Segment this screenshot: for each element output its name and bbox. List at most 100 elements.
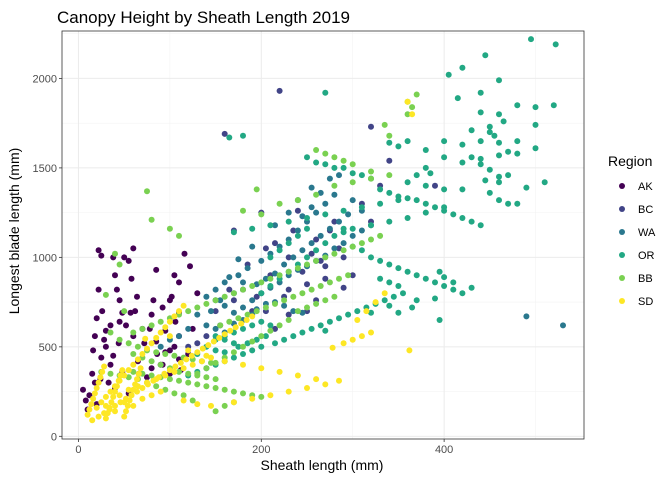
data-point <box>404 98 411 105</box>
data-point <box>110 352 117 359</box>
data-point <box>148 311 155 318</box>
data-point <box>322 200 329 207</box>
data-point <box>381 297 388 304</box>
data-point <box>326 225 333 232</box>
legend-items: AK BC WA OR BB SD <box>619 181 656 308</box>
data-point <box>336 315 342 322</box>
data-point <box>496 179 502 186</box>
data-point <box>212 408 219 415</box>
y-tick-label: 2000 <box>33 73 57 85</box>
data-point <box>349 243 356 250</box>
data-point <box>523 313 530 320</box>
data-point <box>208 308 214 315</box>
data-point <box>281 336 288 343</box>
data-point <box>477 222 484 229</box>
data-point <box>317 232 324 239</box>
data-point <box>137 365 144 372</box>
data-point <box>285 317 292 323</box>
data-point <box>340 284 347 291</box>
data-point <box>249 347 256 354</box>
data-point <box>139 385 146 391</box>
data-point <box>162 351 169 357</box>
data-point <box>153 266 160 273</box>
data-point <box>107 329 114 336</box>
data-point <box>130 361 137 368</box>
chart-title: Canopy Height by Sheath Length 2019 <box>57 8 350 27</box>
data-point <box>235 256 242 263</box>
data-point <box>285 240 292 247</box>
data-point <box>395 143 402 150</box>
data-point <box>313 300 320 307</box>
data-point <box>188 352 195 359</box>
data-point <box>294 372 301 379</box>
data-point <box>240 361 246 368</box>
data-point <box>181 250 188 257</box>
data-point <box>123 322 129 329</box>
data-point <box>130 245 137 252</box>
data-point <box>157 329 164 336</box>
data-point <box>317 322 324 329</box>
data-point <box>441 283 448 289</box>
data-point <box>157 318 164 325</box>
data-point <box>308 204 315 211</box>
data-point <box>142 335 149 342</box>
data-point <box>148 216 155 223</box>
data-point <box>386 261 393 268</box>
data-point <box>89 417 96 424</box>
data-point <box>240 351 246 357</box>
data-point <box>112 388 118 395</box>
y-axis-title: Longest blade length (mm) <box>6 148 22 315</box>
legend-swatch <box>619 206 625 212</box>
data-point <box>272 270 278 277</box>
data-point <box>386 218 393 225</box>
data-point <box>89 370 96 377</box>
data-point <box>258 279 265 286</box>
data-point <box>336 172 342 179</box>
data-point <box>496 139 502 146</box>
data-point <box>176 377 182 384</box>
data-point <box>125 386 132 393</box>
data-point <box>249 243 256 250</box>
data-point <box>185 325 192 332</box>
data-point <box>101 336 108 343</box>
data-point <box>368 175 374 182</box>
data-point <box>304 281 310 288</box>
data-point <box>159 304 166 311</box>
data-point <box>331 164 338 171</box>
data-point <box>221 293 228 300</box>
data-point <box>541 179 548 186</box>
data-point <box>368 236 374 243</box>
data-point <box>262 333 269 340</box>
data-point <box>345 311 352 318</box>
data-point <box>404 195 411 202</box>
data-point <box>336 275 342 282</box>
data-point <box>116 336 123 343</box>
data-point <box>216 334 223 341</box>
data-point <box>386 302 393 309</box>
data-point <box>432 204 438 211</box>
data-point <box>258 393 265 400</box>
data-point <box>123 408 129 415</box>
data-point <box>258 365 265 372</box>
data-point <box>377 275 384 282</box>
data-point <box>486 129 493 136</box>
data-point <box>130 368 137 375</box>
data-point <box>413 91 420 98</box>
data-point <box>450 279 457 286</box>
data-point <box>208 359 214 366</box>
data-point <box>505 172 512 179</box>
data-point <box>253 293 260 300</box>
data-point <box>180 392 187 399</box>
data-point <box>336 377 342 384</box>
data-point <box>139 351 146 357</box>
legend-swatch <box>619 275 625 281</box>
legend-item-or: OR <box>619 250 655 262</box>
data-point <box>162 386 169 393</box>
data-point <box>194 304 201 311</box>
data-point <box>317 189 324 196</box>
data-point <box>267 222 274 229</box>
data-point <box>130 351 137 357</box>
data-point <box>180 397 187 404</box>
data-point <box>176 368 182 375</box>
data-point <box>230 399 237 406</box>
